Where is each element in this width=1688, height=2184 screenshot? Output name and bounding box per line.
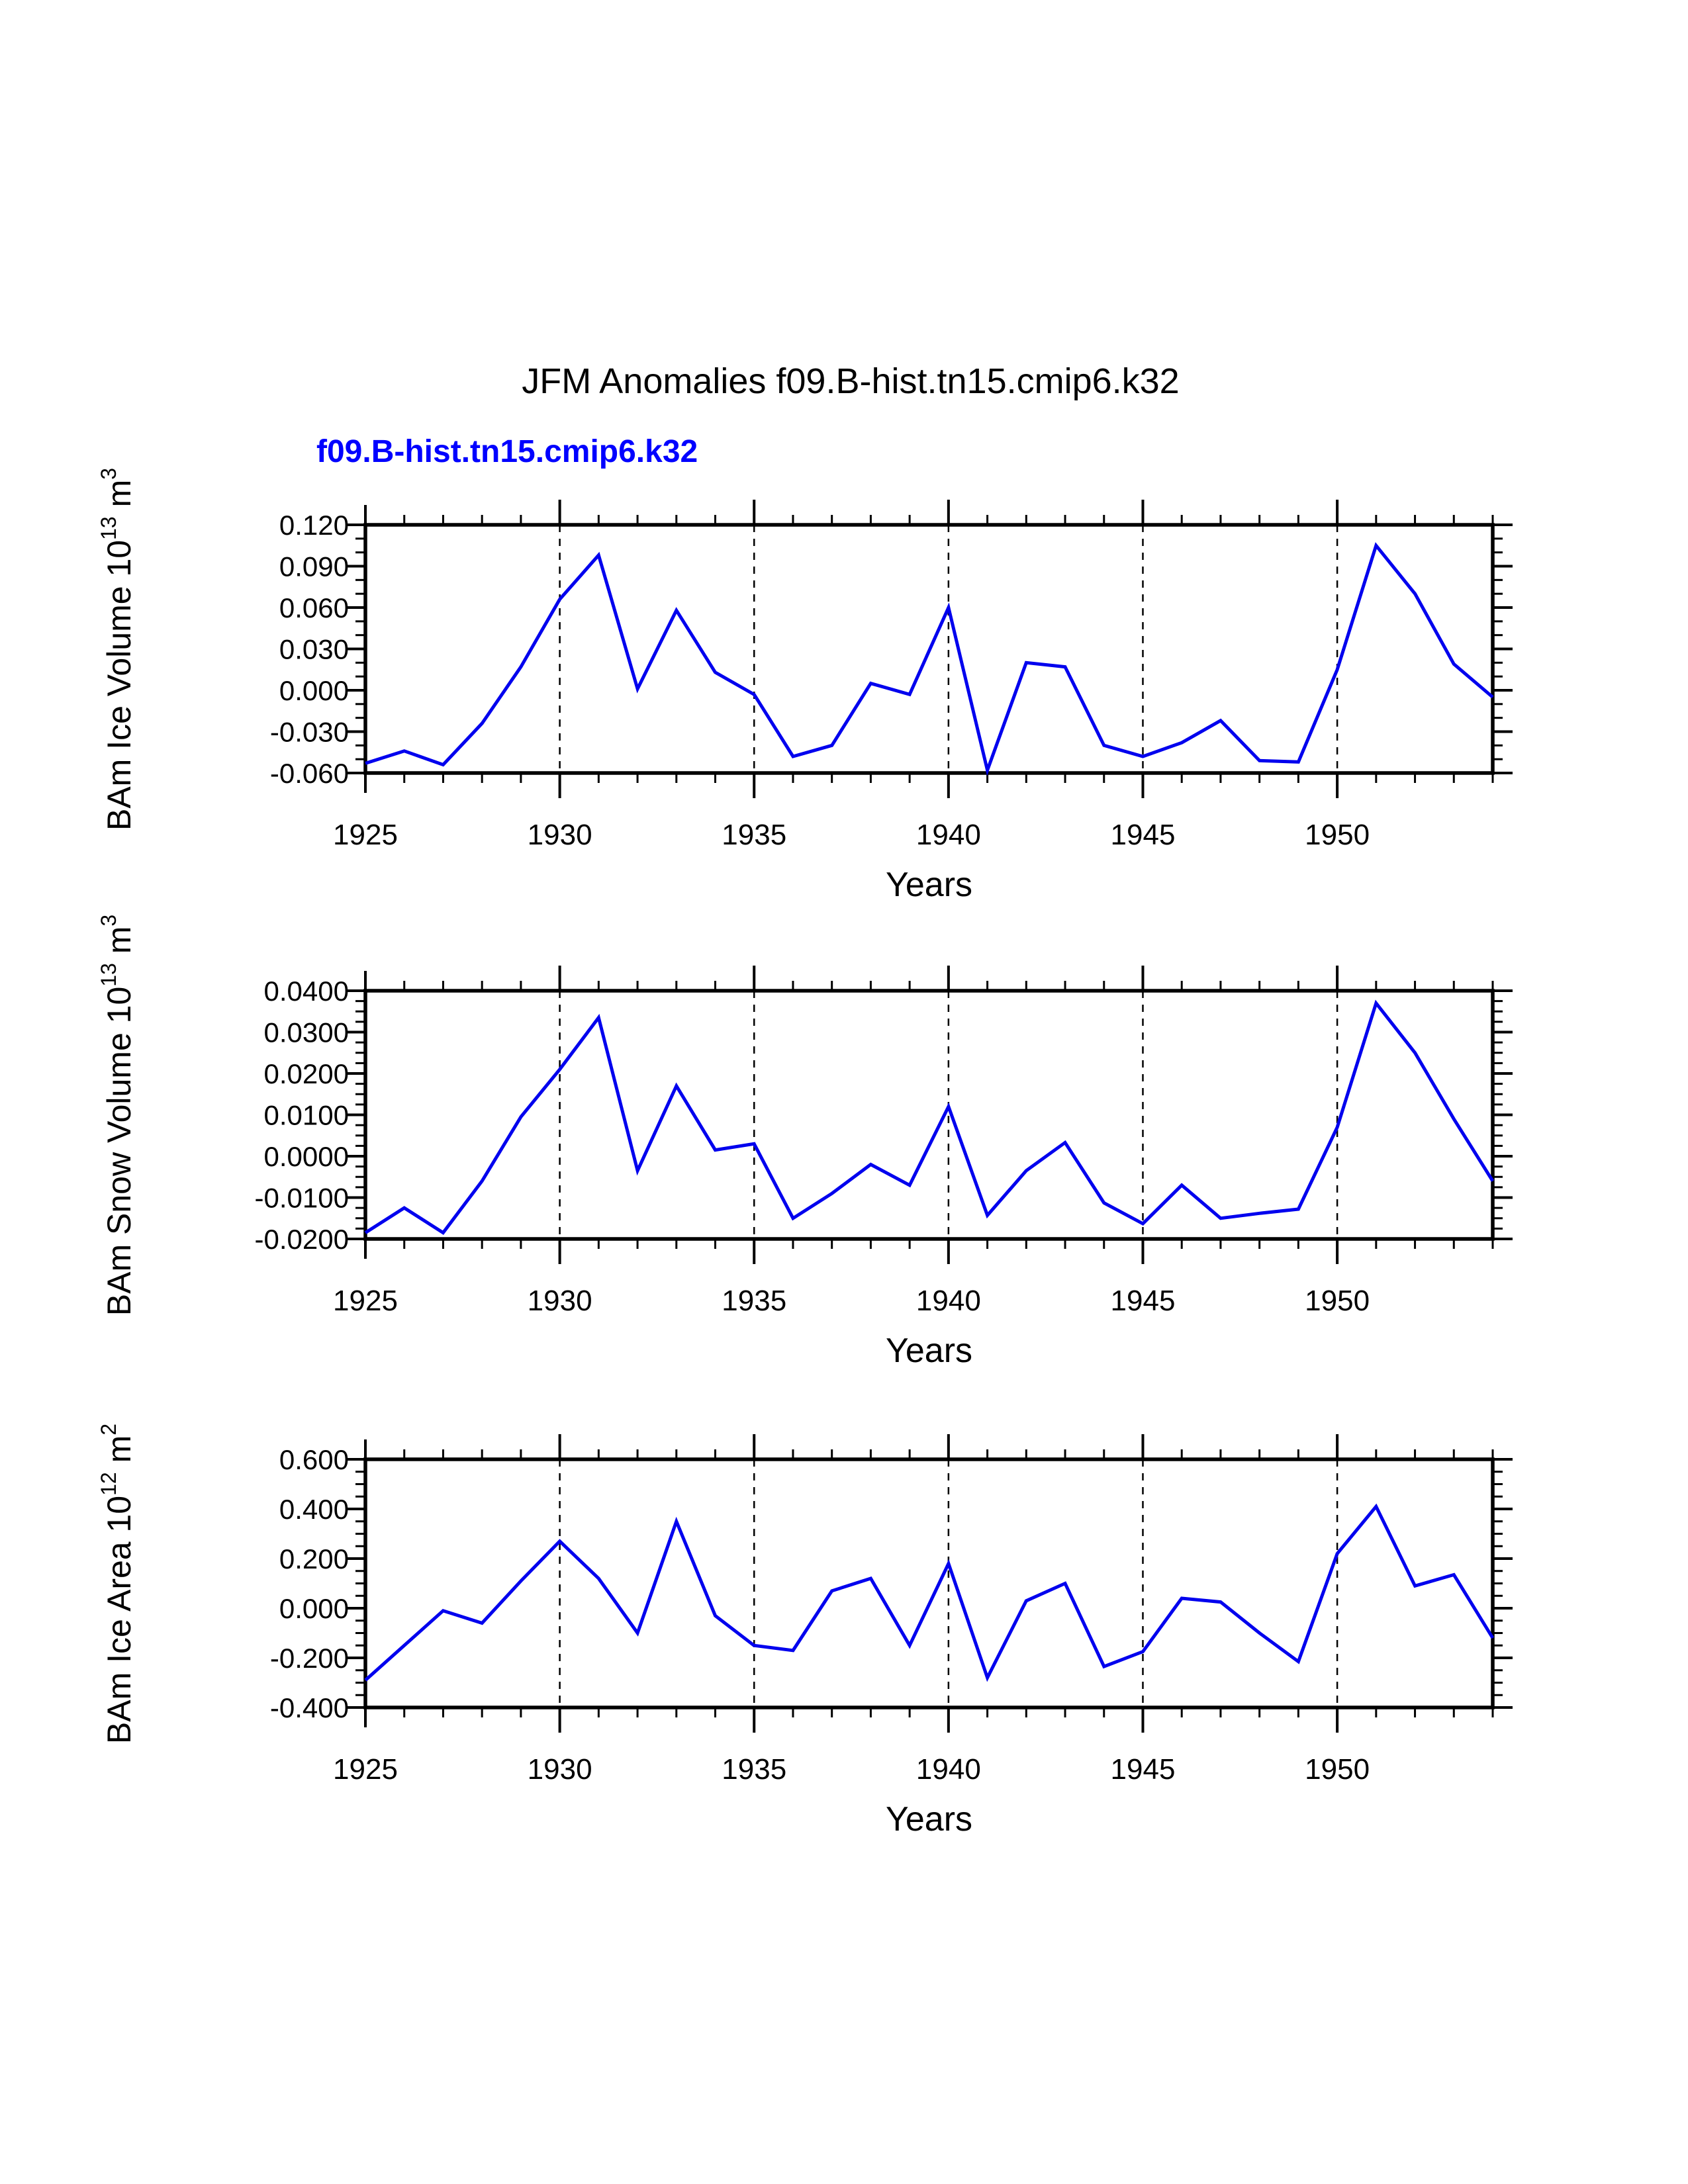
- y-tick-label: 0.120: [279, 510, 349, 541]
- x-tick-label: 1935: [722, 819, 786, 851]
- plot-box-ice-volume: [363, 523, 1495, 775]
- legend-label: f09.B-hist.tn15.cmip6.k32: [316, 434, 698, 469]
- y-tick-label: 0.200: [279, 1543, 349, 1574]
- y-tick-label: -0.200: [270, 1643, 349, 1674]
- y-tick-label: 0.0000: [264, 1141, 349, 1172]
- x-axis-title-ice-volume: Years: [886, 866, 972, 904]
- y-tick-label: -0.0200: [255, 1224, 349, 1255]
- y-tick-label: -0.400: [270, 1692, 349, 1723]
- y-tick-label: -0.060: [270, 758, 349, 789]
- x-axis-title-ice-area: Years: [886, 1800, 972, 1839]
- y-tick-label: 0.090: [279, 551, 349, 582]
- y-tick-label: 0.0200: [264, 1058, 349, 1089]
- plot-box-snow-volume: [363, 989, 1495, 1241]
- x-tick-label: 1935: [722, 1753, 786, 1786]
- y-tick-label: 0.400: [279, 1494, 349, 1525]
- y-tick-label: 0.0300: [264, 1017, 349, 1048]
- y-tick-label: -0.0100: [255, 1183, 349, 1214]
- x-axis-title-snow-volume: Years: [886, 1332, 972, 1370]
- x-tick-label: 1930: [528, 1753, 592, 1786]
- page-title: JFM Anomalies f09.B-hist.tn15.cmip6.k32: [522, 361, 1180, 401]
- data-line-ice-area: [364, 1503, 1495, 1682]
- plot-box-ice-area: [363, 1457, 1495, 1709]
- data-line-ice-volume: [365, 542, 1494, 776]
- y-tick-label: 0.600: [279, 1444, 349, 1475]
- x-tick-label: 1945: [1111, 1285, 1176, 1317]
- y-tick-label: 0.000: [279, 675, 349, 706]
- x-tick-label: 1950: [1305, 819, 1370, 851]
- x-tick-label: 1940: [916, 1753, 981, 1786]
- x-tick-label: 1940: [916, 1285, 981, 1317]
- x-tick-label: 1930: [528, 819, 592, 851]
- x-tick-label: 1950: [1305, 1285, 1370, 1317]
- y-tick-label: 0.060: [279, 592, 349, 623]
- x-tick-label: 1940: [916, 819, 981, 851]
- x-tick-label: 1935: [722, 1285, 786, 1317]
- x-tick-label: 1945: [1111, 819, 1176, 851]
- y-tick-label: -0.030: [270, 717, 349, 748]
- x-tick-label: 1925: [333, 819, 398, 851]
- y-tick-label: 0.000: [279, 1593, 349, 1624]
- data-line-snow-volume: [364, 999, 1495, 1235]
- x-tick-label: 1925: [333, 1285, 398, 1317]
- y-tick-label: 0.030: [279, 634, 349, 665]
- x-tick-label: 1930: [528, 1285, 592, 1317]
- y-tick-label: 0.0100: [264, 1100, 349, 1131]
- x-tick-label: 1925: [333, 1753, 398, 1786]
- y-tick-label: 0.0400: [264, 976, 349, 1007]
- x-tick-label: 1950: [1305, 1753, 1370, 1786]
- x-tick-label: 1945: [1111, 1753, 1176, 1786]
